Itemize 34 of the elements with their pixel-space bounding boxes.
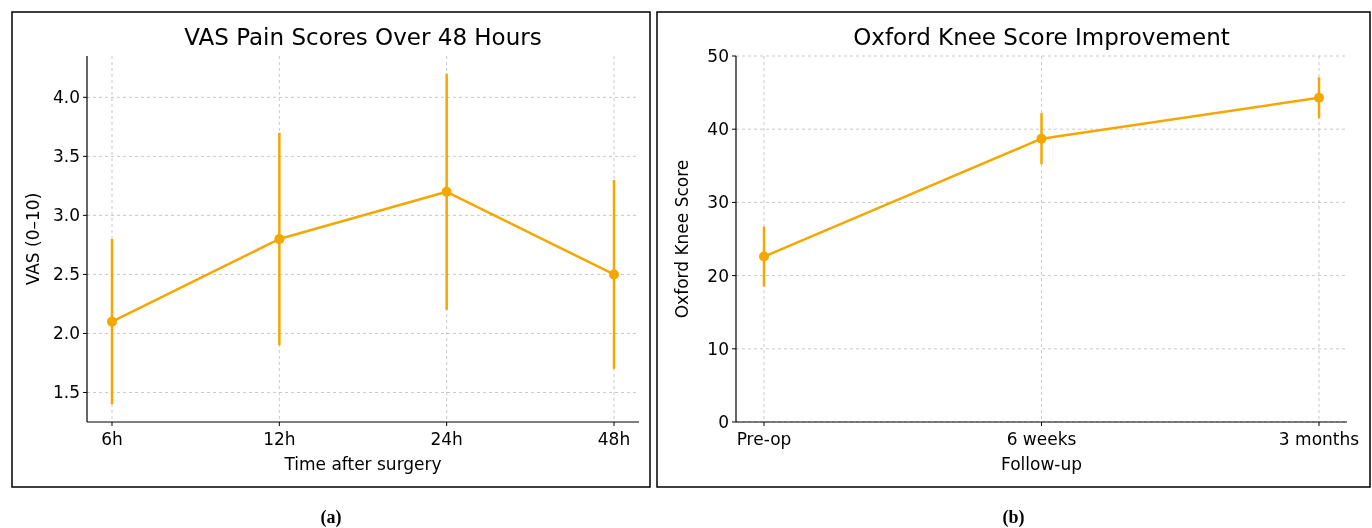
x-tick-label: 48h bbox=[597, 429, 631, 449]
point bbox=[759, 251, 769, 262]
point bbox=[609, 269, 619, 280]
y-tick-label: 30 bbox=[707, 192, 729, 213]
chart-title: VAS Pain Scores Over 48 Hours bbox=[184, 24, 542, 50]
text: (a) bbox=[320, 507, 342, 528]
y-tick-label: 2.0 bbox=[52, 323, 80, 344]
y-tick-label: 20 bbox=[707, 265, 729, 286]
text: (b) bbox=[1002, 507, 1025, 528]
y-tick-label: 4.0 bbox=[52, 87, 80, 108]
y-tick-label: 40 bbox=[707, 119, 729, 140]
point bbox=[1314, 92, 1324, 103]
x-tick-label: 3 months bbox=[1278, 429, 1360, 449]
y-tick-label: 10 bbox=[707, 338, 729, 359]
y-tick-label: 3.0 bbox=[52, 205, 80, 226]
x-tick-label: 12h bbox=[263, 429, 296, 449]
y-axis-title: VAS (0–10) bbox=[23, 192, 43, 286]
chart-title: Oxford Knee Score Improvement bbox=[853, 24, 1230, 50]
y-tick-label: 1.5 bbox=[52, 382, 80, 403]
x-axis-title: Follow-up bbox=[1000, 454, 1083, 474]
y-tick-label: 0 bbox=[718, 411, 729, 432]
y-tick-label: 2.5 bbox=[52, 264, 80, 285]
x-tick-label: Pre-op bbox=[736, 429, 792, 449]
point bbox=[274, 234, 285, 244]
x-tick-label: 6 weeks bbox=[1006, 429, 1077, 449]
point bbox=[1036, 133, 1047, 144]
x-axis-title: Time after surgery bbox=[283, 454, 442, 474]
x-tick-label: 6h bbox=[101, 429, 123, 449]
x-tick-label: 24h bbox=[430, 429, 463, 449]
y-tick-label: 3.5 bbox=[52, 146, 80, 167]
y-axis-title: Oxford Knee Score bbox=[672, 159, 692, 319]
point bbox=[441, 186, 452, 197]
point bbox=[107, 316, 117, 327]
y-tick-label: 50 bbox=[707, 45, 729, 66]
